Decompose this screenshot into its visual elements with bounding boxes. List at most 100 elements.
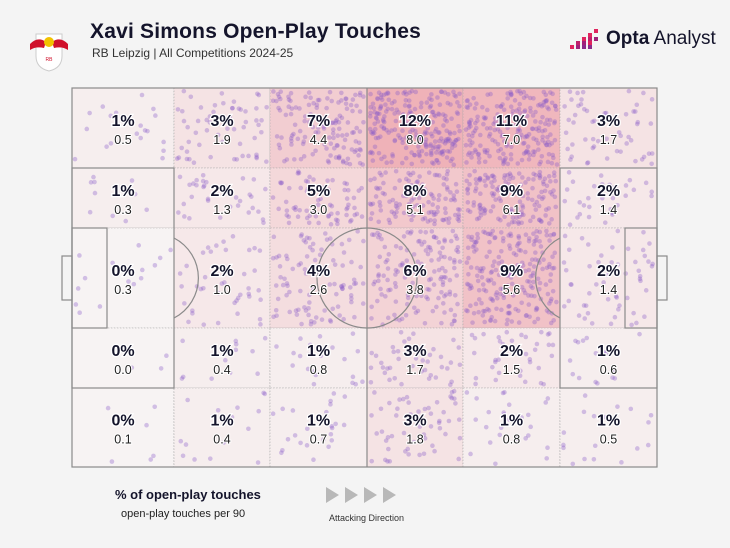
touch-dot — [104, 144, 109, 149]
touch-dot — [235, 295, 241, 301]
touch-dot — [428, 142, 434, 147]
touch-dot — [342, 394, 348, 399]
touch-dot — [277, 108, 283, 113]
touch-dot — [443, 137, 449, 143]
touch-dot — [646, 259, 651, 264]
touch-dot — [372, 109, 378, 115]
touch-dot — [333, 118, 339, 124]
touch-dot — [350, 374, 356, 380]
touch-dot — [325, 178, 330, 183]
touch-dot — [502, 173, 508, 178]
touch-dot — [367, 201, 373, 207]
touch-dot — [508, 271, 514, 276]
touch-dot — [355, 348, 361, 354]
touch-dot — [562, 233, 568, 239]
touch-dot — [351, 277, 357, 283]
touch-dot — [370, 129, 376, 135]
touch-dot — [493, 357, 498, 363]
touch-dot — [440, 279, 446, 285]
touch-dot — [454, 189, 460, 194]
touch-dot — [445, 148, 451, 154]
touch-dot — [569, 154, 574, 160]
touch-dot — [409, 161, 415, 167]
touch-dot — [547, 264, 552, 270]
touch-dot — [504, 321, 510, 327]
touch-dot — [436, 197, 441, 203]
touch-dot — [562, 104, 567, 109]
touch-dot — [581, 203, 587, 208]
touch-dot — [411, 439, 417, 445]
touch-dot — [516, 117, 521, 123]
touch-dot — [254, 155, 259, 161]
touch-dot — [393, 118, 399, 124]
touch-dot — [378, 134, 383, 139]
touch-dot — [297, 106, 302, 111]
touch-dot — [356, 140, 362, 146]
touch-dot — [541, 102, 546, 108]
touch-dot — [452, 257, 457, 263]
touch-dot — [515, 128, 521, 134]
touch-dot — [421, 432, 427, 437]
touch-dot — [377, 199, 382, 205]
touch-dot — [570, 179, 576, 185]
touch-dot — [311, 185, 317, 191]
touch-dot — [379, 97, 385, 102]
touch-dot — [404, 258, 410, 263]
touch-dot — [550, 288, 556, 294]
touch-dot — [138, 123, 143, 128]
touch-dot — [295, 136, 301, 142]
touch-dot — [417, 349, 422, 355]
touch-dot — [649, 193, 654, 199]
touch-dot — [512, 98, 518, 103]
left-penalty-arc — [173, 237, 199, 319]
touch-dot — [376, 111, 382, 117]
touch-dot — [423, 143, 429, 148]
touch-dot — [404, 92, 409, 97]
touch-dot — [341, 282, 346, 288]
touch-dot — [344, 106, 350, 112]
touch-dot — [378, 103, 384, 109]
touch-dot — [382, 191, 388, 197]
touch-dot — [456, 456, 461, 462]
touch-dot — [375, 234, 381, 240]
touch-dot — [311, 210, 317, 215]
touch-dot — [201, 322, 207, 327]
touch-dot — [375, 111, 380, 116]
touch-dot — [344, 160, 349, 166]
touch-dot — [536, 128, 541, 134]
touch-dot — [397, 135, 403, 141]
touch-dot — [496, 272, 502, 278]
touch-dot — [233, 341, 239, 347]
touch-dot — [593, 351, 599, 356]
touch-dot — [293, 308, 299, 314]
touch-dot — [437, 150, 443, 156]
touch-dot — [428, 248, 434, 253]
touch-dot — [180, 453, 186, 459]
heatmap-cell — [559, 87, 658, 169]
touch-dot — [508, 91, 514, 97]
touch-dot — [247, 294, 252, 299]
touch-dot — [485, 231, 491, 237]
touch-dot — [354, 211, 360, 217]
touch-dot — [298, 336, 303, 341]
touch-dot — [465, 187, 470, 193]
touch-dot — [569, 97, 574, 102]
heatmap-cell — [269, 167, 368, 229]
touch-dot — [521, 287, 527, 293]
touch-dot — [582, 316, 588, 321]
touch-dot — [367, 114, 373, 119]
touch-dot — [369, 458, 375, 464]
touch-dot — [582, 106, 587, 112]
touch-dot — [490, 173, 496, 179]
touch-dot — [158, 366, 164, 371]
touch-dot — [514, 215, 519, 220]
touch-dot — [374, 185, 379, 191]
heatmap-cell — [462, 227, 561, 329]
touch-dot — [392, 280, 398, 286]
touch-dot — [367, 126, 373, 132]
touch-dot — [554, 299, 559, 305]
touch-dot — [509, 319, 515, 324]
touch-dot — [526, 267, 532, 273]
touch-dot — [345, 120, 351, 125]
touch-dot — [319, 317, 325, 322]
